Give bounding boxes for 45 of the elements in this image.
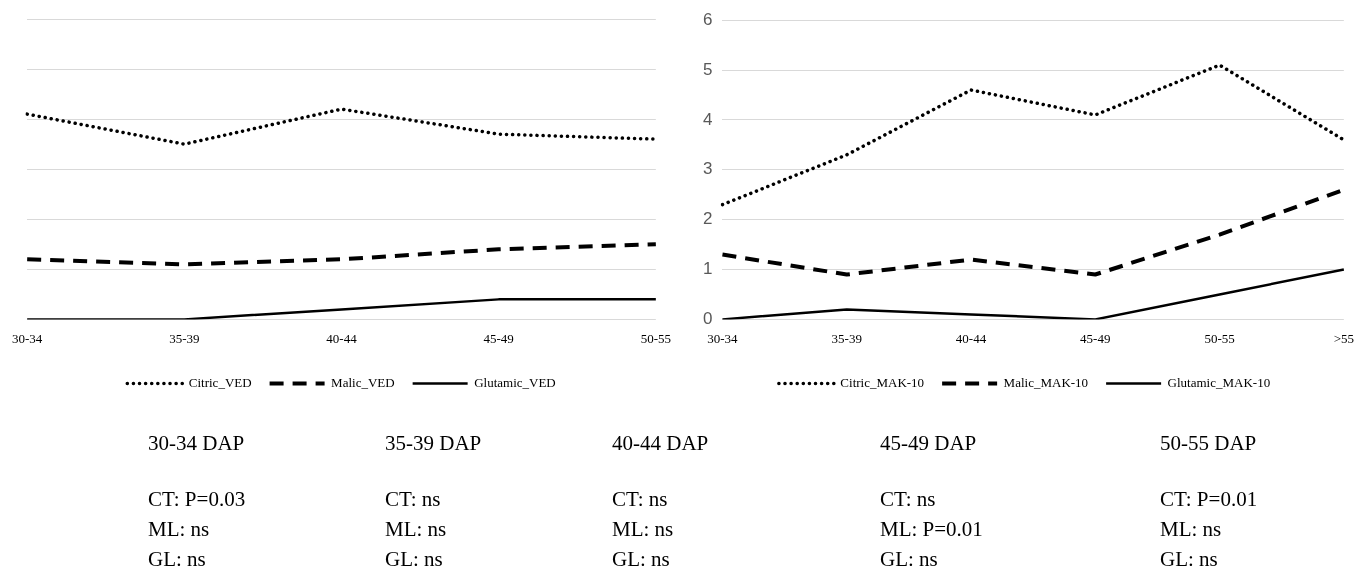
x-tick-label: 30-34	[11, 330, 43, 346]
text: 50-55 DAP	[1160, 430, 1258, 457]
text: CT: ns	[612, 486, 669, 513]
text: GL: ns	[612, 546, 671, 573]
x-tick-label: 50-55	[1204, 330, 1235, 346]
text: 35-39 DAP	[385, 430, 482, 457]
y-tick-label: 0	[702, 309, 713, 329]
legend-label: Malic_MAK-10	[1003, 374, 1089, 390]
y-tick-label: 1	[702, 259, 713, 279]
text: ML: ns	[1160, 516, 1223, 543]
legend-label: Citric_MAK-10	[840, 374, 925, 390]
line-series	[720, 63, 1346, 207]
text: GL: ns	[880, 546, 939, 573]
text: ML: P=0.01	[880, 516, 983, 543]
text: ML: ns	[612, 516, 675, 543]
text: 45-49 DAP	[880, 430, 978, 457]
y-tick-label: 3	[702, 159, 713, 179]
text: ML: ns	[148, 516, 211, 543]
x-tick-label: 35-39	[169, 330, 200, 346]
y-tick-label: 2	[702, 209, 713, 229]
text: GL: ns	[1160, 546, 1219, 573]
legend-label: Citric_VED	[188, 374, 252, 390]
x-tick-label: >55	[1333, 330, 1355, 346]
x-tick-label: 40-44	[326, 330, 358, 346]
text: 40-44 DAP	[612, 430, 709, 457]
x-tick-label: 30-34	[707, 330, 739, 346]
y-tick-label: 5	[702, 59, 713, 79]
text: CT: P=0.03	[148, 486, 246, 513]
text: 30-34 DAP	[148, 430, 246, 457]
x-tick-label: 45-49	[483, 330, 514, 346]
legend-label: Glutamic_MAK-10	[1167, 374, 1271, 390]
text: ML: ns	[385, 516, 448, 543]
text: CT: ns	[880, 486, 937, 513]
text: CT: ns	[385, 486, 442, 513]
x-tick-label: 50-55	[640, 330, 672, 346]
y-tick-label: 4	[702, 109, 713, 129]
text: GL: ns	[148, 546, 207, 573]
x-tick-label: 45-49	[1080, 330, 1111, 346]
text: CT: P=0.01	[1160, 486, 1258, 513]
x-tick-label: 40-44	[955, 330, 987, 346]
y-tick-label: 6	[702, 9, 713, 29]
x-tick-label: 35-39	[831, 330, 862, 346]
text: GL: ns	[385, 546, 444, 573]
legend-label: Malic_VED	[331, 374, 395, 390]
legend-label: Glutamic_VED	[474, 374, 556, 390]
